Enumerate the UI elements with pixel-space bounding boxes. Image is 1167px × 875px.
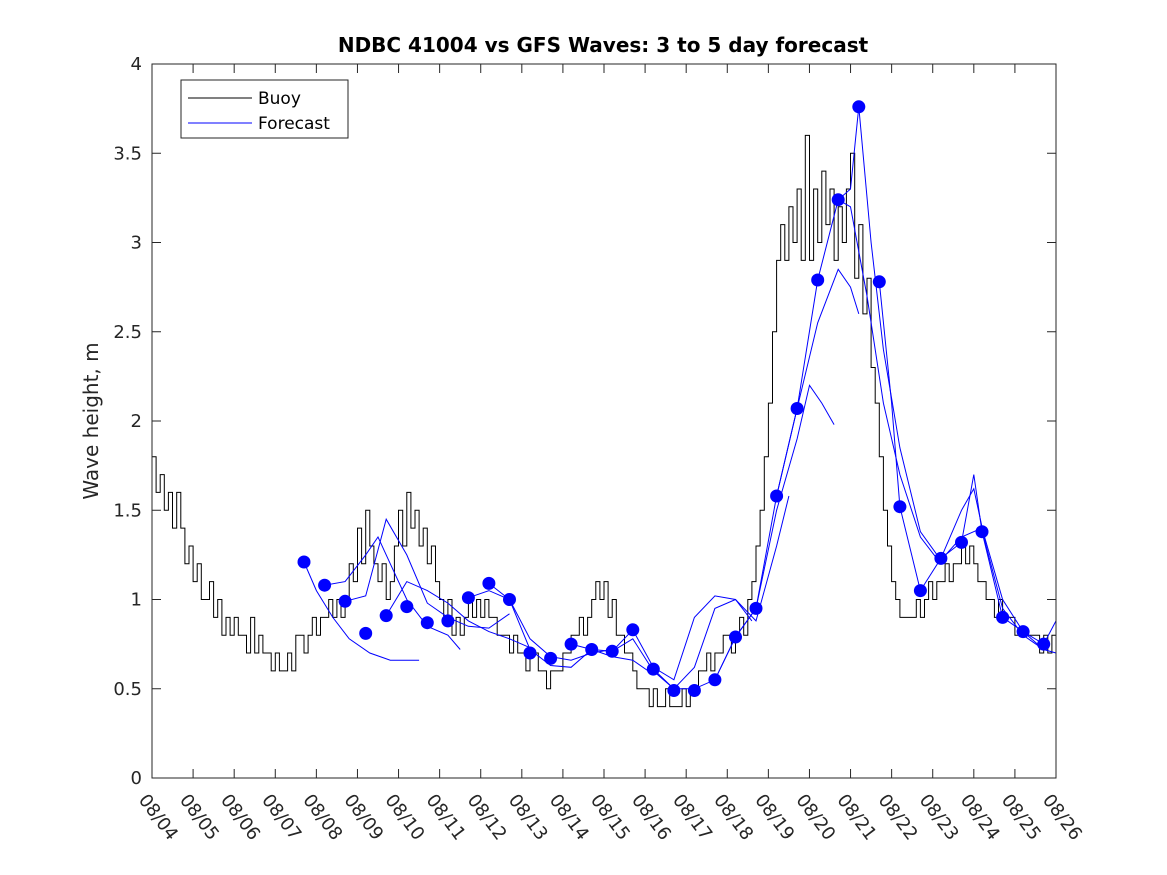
forecast-marker	[749, 601, 763, 615]
legend-buoy-label: Buoy	[258, 89, 301, 109]
legend-box	[180, 79, 349, 139]
legend-forecast-label: Forecast	[258, 114, 330, 134]
forecast-run-line	[776, 198, 942, 565]
forecast-marker	[338, 594, 352, 608]
forecast-marker	[975, 525, 989, 539]
forecast-marker	[996, 610, 1010, 624]
y-tick-labels: 0 0.5 1 1.5 2 2.5 3 3.5 4	[113, 54, 142, 789]
forecast-marker	[893, 500, 907, 514]
forecast-run-line	[570, 595, 753, 681]
forecast-marker	[564, 637, 578, 651]
forecast-marker	[708, 673, 722, 687]
forecast-marker	[1037, 637, 1051, 651]
forecast-marker	[400, 600, 414, 614]
forecast-marker	[831, 193, 845, 207]
forecast-run-line	[303, 561, 420, 661]
y-tick-label: 0	[131, 768, 142, 789]
axis-ticks	[151, 63, 1057, 779]
forecast-marker	[770, 489, 784, 503]
forecast-marker	[461, 591, 475, 605]
forecast-marker	[544, 651, 558, 665]
forecast-marker	[934, 551, 948, 565]
forecast-marker	[379, 609, 393, 623]
forecast-marker	[482, 576, 496, 590]
legend: Buoy Forecast	[180, 79, 349, 139]
forecast-marker	[585, 643, 599, 656]
forecast-marker	[955, 535, 968, 549]
forecast-marker	[1016, 625, 1030, 639]
forecast-run-line	[611, 495, 790, 690]
y-axis-label: Wave height, m	[79, 342, 103, 499]
y-tick-label: 3	[131, 233, 142, 254]
axes-background	[152, 64, 1056, 778]
y-tick-label: 1.5	[113, 500, 142, 521]
y-tick-label: 2.5	[113, 322, 142, 343]
forecast-markers	[297, 100, 1051, 697]
forecast-run-line	[385, 580, 531, 649]
forecast-marker	[420, 616, 434, 630]
forecast-marker	[852, 100, 866, 114]
forecast-marker	[523, 646, 537, 660]
y-tick-label: 3.5	[113, 143, 142, 164]
forecast-run-line	[878, 281, 1057, 654]
y-tick-label: 2	[131, 411, 142, 432]
buoy-series	[152, 134, 1056, 708]
forecast-marker	[790, 402, 804, 415]
forecast-marker	[687, 684, 701, 697]
plot-area	[151, 63, 1057, 779]
forecast-marker	[318, 578, 332, 592]
forecast-marker	[626, 623, 640, 637]
forecast-marker	[441, 614, 455, 628]
buoy-line	[152, 134, 1056, 708]
forecast-marker	[667, 684, 681, 697]
forecast-marker	[729, 630, 742, 644]
forecast-marker	[811, 273, 825, 287]
chart-title: NDBC 41004 vs GFS Waves: 3 to 5 day fore…	[338, 33, 869, 57]
forecast-run-line	[488, 583, 654, 675]
forecast-marker	[646, 662, 660, 676]
forecast-marker	[872, 275, 886, 289]
forecast-run-line	[324, 535, 461, 650]
forecast-marker	[297, 555, 311, 569]
forecast-marker	[605, 644, 619, 658]
forecast-marker	[503, 593, 516, 606]
y-tick-label: 1	[131, 590, 142, 611]
forecast-marker	[913, 584, 927, 598]
y-tick-label: 0.5	[113, 679, 142, 700]
y-tick-label: 4	[131, 54, 142, 75]
forecast-marker	[359, 626, 373, 640]
